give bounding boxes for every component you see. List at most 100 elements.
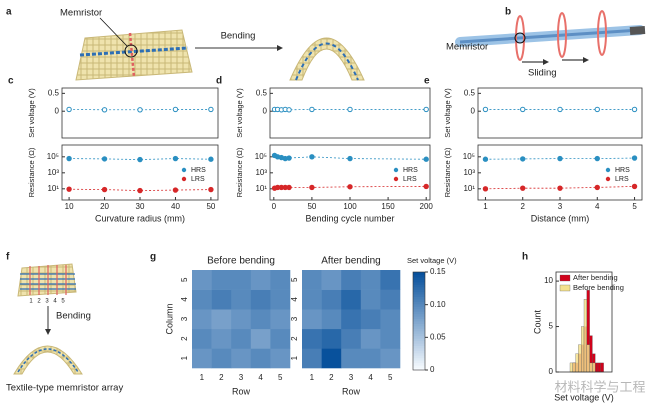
x-tick-label: 1 <box>200 373 205 382</box>
data-point <box>309 106 315 113</box>
legend-label: Before bending <box>573 283 624 292</box>
colorbar-step <box>413 365 425 369</box>
heatmap-cell <box>192 348 212 369</box>
histogram-bar <box>589 362 593 373</box>
colorbar-step <box>413 343 425 346</box>
data-point <box>631 183 638 190</box>
colorbar-label: Set voltage (V) <box>407 256 457 265</box>
x-tick-label: 2 <box>219 373 224 382</box>
y-tick-label: 0.5 <box>464 88 476 97</box>
heatmap-cell <box>360 328 381 349</box>
data-point <box>101 156 108 162</box>
array-label: 5 <box>61 299 65 305</box>
colorbar-step <box>413 325 425 329</box>
x-tick-label: 2 <box>521 202 526 211</box>
watermark: 材料科学与工程 <box>554 379 645 394</box>
y-tick-label: 2 <box>180 336 189 341</box>
data-point <box>286 184 292 191</box>
illustration-f: f 1 2 3 4 5 Bending Textile-type memrist… <box>6 252 123 394</box>
x-tick-label: 50 <box>206 202 215 211</box>
data-point <box>520 106 526 113</box>
heatmap-cell <box>321 328 342 349</box>
label: Sliding <box>528 68 557 79</box>
x-tick-label: 20 <box>100 202 109 211</box>
colorbar-tick-label: 0 <box>430 365 435 374</box>
data-point <box>172 155 179 162</box>
legend-label: HRS <box>615 167 630 174</box>
heatmap-title: Before bending <box>207 256 275 267</box>
x-tick-label: 4 <box>595 202 600 211</box>
panel-letter: h <box>522 252 528 263</box>
heatmap-cell <box>211 309 232 330</box>
colorbar-step <box>413 311 425 315</box>
histogram-bar <box>595 362 599 373</box>
panel-letter: d <box>216 76 222 87</box>
data-point <box>208 156 214 162</box>
label: Bending <box>56 311 91 322</box>
legend-marker <box>393 176 399 182</box>
y-tick-label: 0.5 <box>48 88 60 97</box>
heatmap-cell <box>250 328 271 349</box>
y-tick-label: 10³ <box>463 168 475 177</box>
y-tick-label: 10¹ <box>255 184 267 193</box>
data-point <box>482 156 489 162</box>
y-tick-label: 1 <box>290 355 299 360</box>
panel-letter: c <box>8 76 14 87</box>
colorbar-step <box>413 276 425 280</box>
x-axis-label: Set voltage (V) <box>554 392 614 402</box>
x-axis-label: Row <box>232 386 251 396</box>
y-tick-label: 2 <box>290 336 299 341</box>
label: Bending <box>221 31 256 42</box>
heatmap-cell <box>341 328 362 349</box>
data-point <box>347 155 353 162</box>
heatmap-cell <box>380 348 401 369</box>
colorbar-step <box>413 313 425 317</box>
colorbar-step <box>413 333 425 337</box>
plot-frame <box>269 87 431 139</box>
heatmap-cell <box>231 289 252 310</box>
colorbar-step <box>413 355 425 359</box>
y-tick-label: 10¹ <box>463 184 475 193</box>
x-tick-label: 10 <box>65 202 74 211</box>
y-tick-label: 0 <box>549 367 554 376</box>
legend-label: HRS <box>403 167 418 174</box>
data-point <box>520 185 526 191</box>
heatmap-cell <box>360 289 381 310</box>
x-tick-label: 150 <box>381 202 395 211</box>
memristor-marker <box>124 44 138 58</box>
heatmap-cell <box>270 289 291 310</box>
heatmap-cell <box>302 348 322 369</box>
colorbar-tick-label: 0.10 <box>430 300 446 309</box>
fibers <box>29 265 67 295</box>
illustration-a: a Memristor Bending <box>6 7 365 81</box>
colorbar-step <box>413 279 425 283</box>
heatmap-cell <box>250 309 271 330</box>
data-point <box>594 155 600 162</box>
x-tick-label: 2 <box>329 373 334 382</box>
x-axis-label: Row <box>342 386 361 396</box>
colorbar-step <box>413 362 425 366</box>
x-tick-label: 5 <box>278 373 283 382</box>
y-tick-label: 3 <box>290 316 299 321</box>
x-tick-label: 1 <box>483 202 488 211</box>
data-point <box>520 156 526 162</box>
x-tick-label: 40 <box>171 202 180 211</box>
y-axis-label: Set voltage (V) <box>235 88 244 138</box>
heatmap-cell <box>302 289 322 310</box>
panel-letter: e <box>424 76 430 87</box>
heatmap-cell <box>192 270 212 290</box>
colorbar-step <box>413 360 425 364</box>
heatmap-cell <box>341 309 362 330</box>
array-label: 4 <box>53 299 57 305</box>
colorbar-step <box>413 301 425 305</box>
colorbar-step <box>413 306 425 310</box>
colorbar-step <box>413 284 425 288</box>
y-tick-label: 10⁵ <box>255 152 267 161</box>
y-axis-label: Resistance (Ω) <box>27 147 36 197</box>
y-tick-label: 5 <box>549 322 554 331</box>
array-label: 1 <box>29 299 33 305</box>
histogram-bar <box>600 362 604 373</box>
heatmap-cell <box>231 328 252 349</box>
heatmap-cell <box>360 348 381 369</box>
heatmap-cell <box>321 348 342 369</box>
